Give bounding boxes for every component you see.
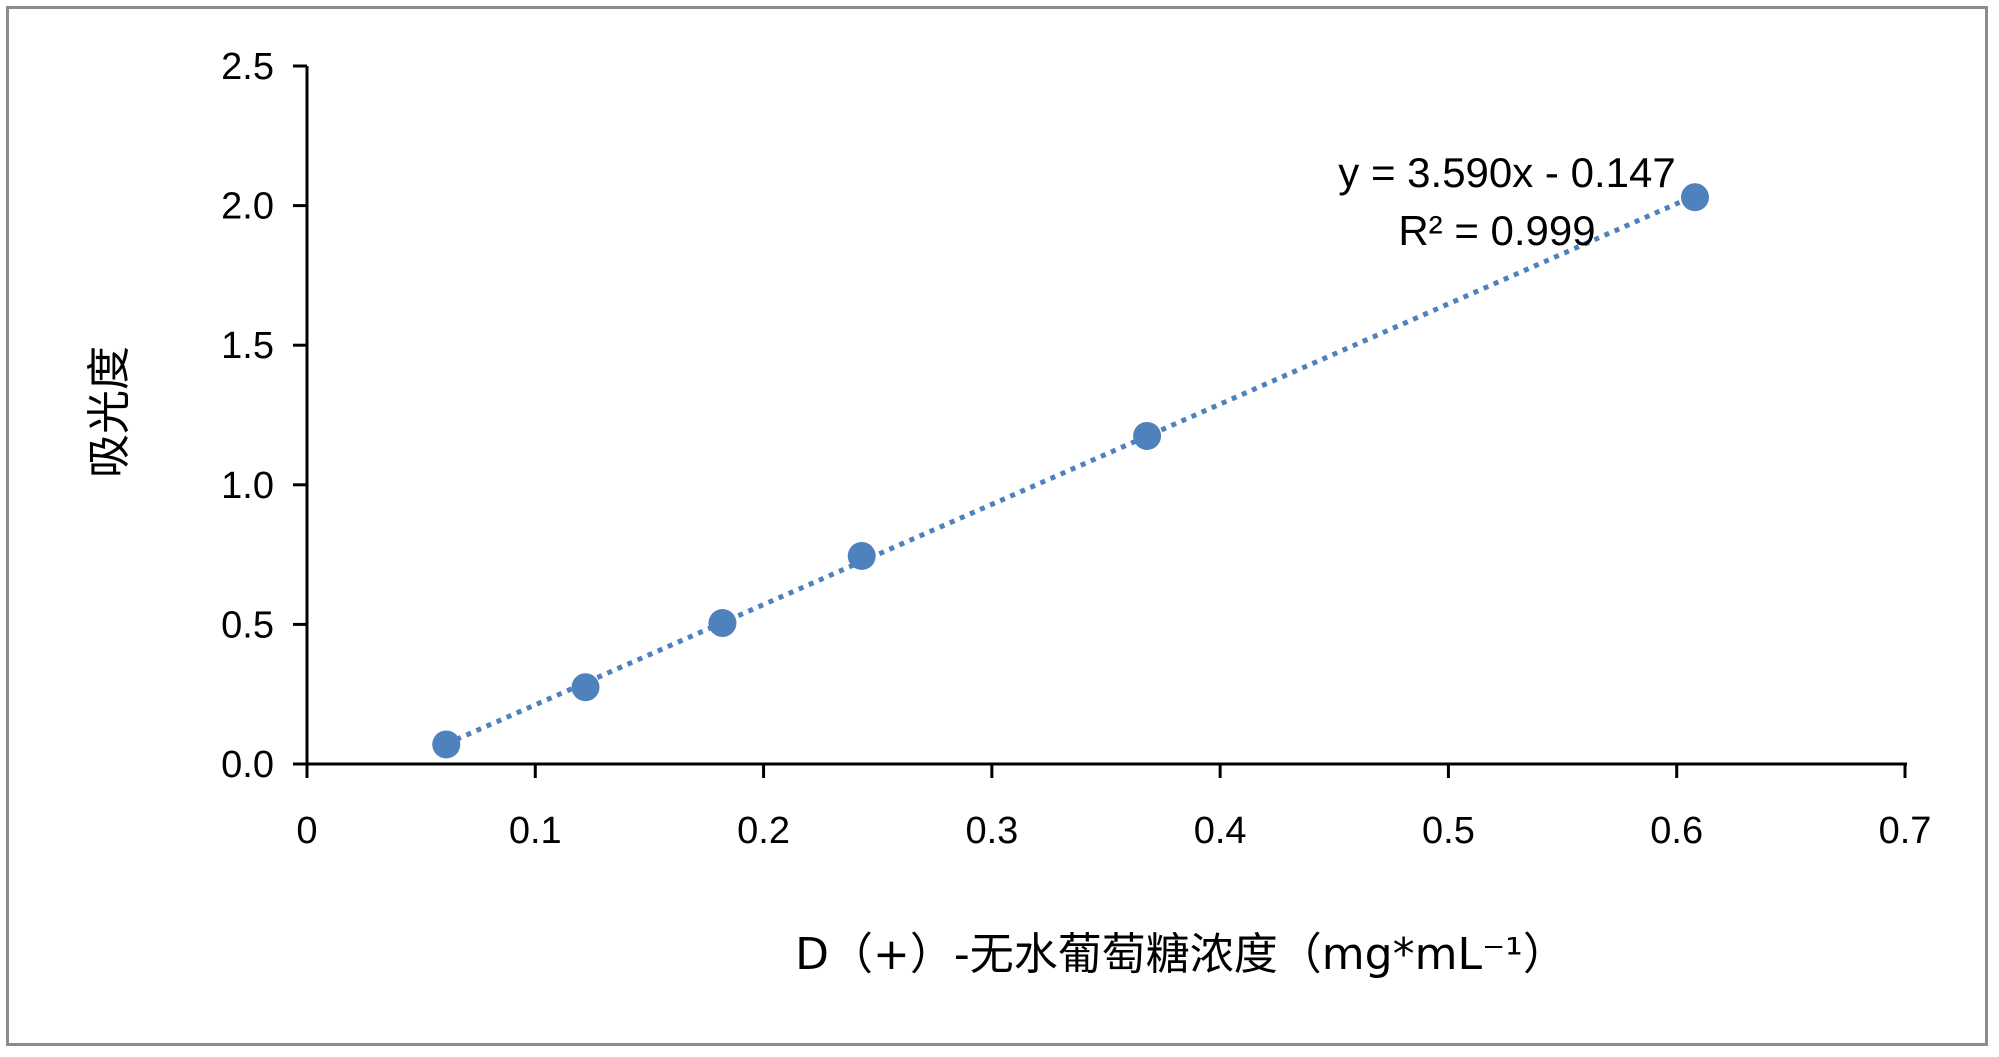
data-point — [847, 541, 876, 570]
x-axis-title: D（+）-无水葡萄糖浓度（mg*mL⁻¹） — [795, 929, 1567, 980]
y-tick-label: 2.5 — [221, 46, 274, 88]
tick-labels: 0 0.1 0.2 0.3 0.4 0.5 0.6 0.7 0.0 0.5 1.0 1.5 2.0 2.5 — [221, 46, 1931, 852]
y-tick-label: 2.0 — [221, 186, 274, 228]
chart-frame: 0 0.1 0.2 0.3 0.4 0.5 0.6 0.7 0.0 0.5 1.0 1.5 2.0 2.5… — [6, 6, 1988, 1046]
data-point — [708, 609, 737, 638]
x-tick-label: 0.4 — [1194, 810, 1247, 852]
data-point — [432, 730, 461, 759]
x-tick-label: 0.3 — [965, 810, 1018, 852]
y-tick-label: 1.0 — [221, 465, 274, 507]
x-tick-label: 0.7 — [1879, 810, 1932, 852]
trendline-group — [445, 193, 1696, 747]
y-tick-label: 1.5 — [221, 325, 274, 367]
trendline — [445, 193, 1696, 747]
x-tick-label: 0.2 — [737, 810, 790, 852]
data-point — [571, 673, 600, 702]
trendline-equation: y = 3.590x - 0.147 — [1338, 149, 1675, 196]
axes — [293, 64, 1907, 778]
x-tick-label: 0.6 — [1650, 810, 1703, 852]
y-tick-label: 0.5 — [221, 604, 274, 646]
data-point — [1133, 421, 1162, 450]
data-point — [1680, 183, 1709, 212]
chart-svg: 0 0.1 0.2 0.3 0.4 0.5 0.6 0.7 0.0 0.5 1.0 1.5 2.0 2.5… — [84, 46, 1931, 980]
y-axis-title: 吸光度 — [84, 346, 135, 478]
x-tick-label: 0 — [296, 810, 317, 852]
trendline-r-squared: R² = 0.999 — [1398, 207, 1595, 254]
x-tick-label: 0.5 — [1422, 810, 1475, 852]
x-tick-label: 0.1 — [509, 810, 562, 852]
data-points — [432, 183, 1709, 759]
y-tick-label: 0.0 — [221, 744, 274, 786]
